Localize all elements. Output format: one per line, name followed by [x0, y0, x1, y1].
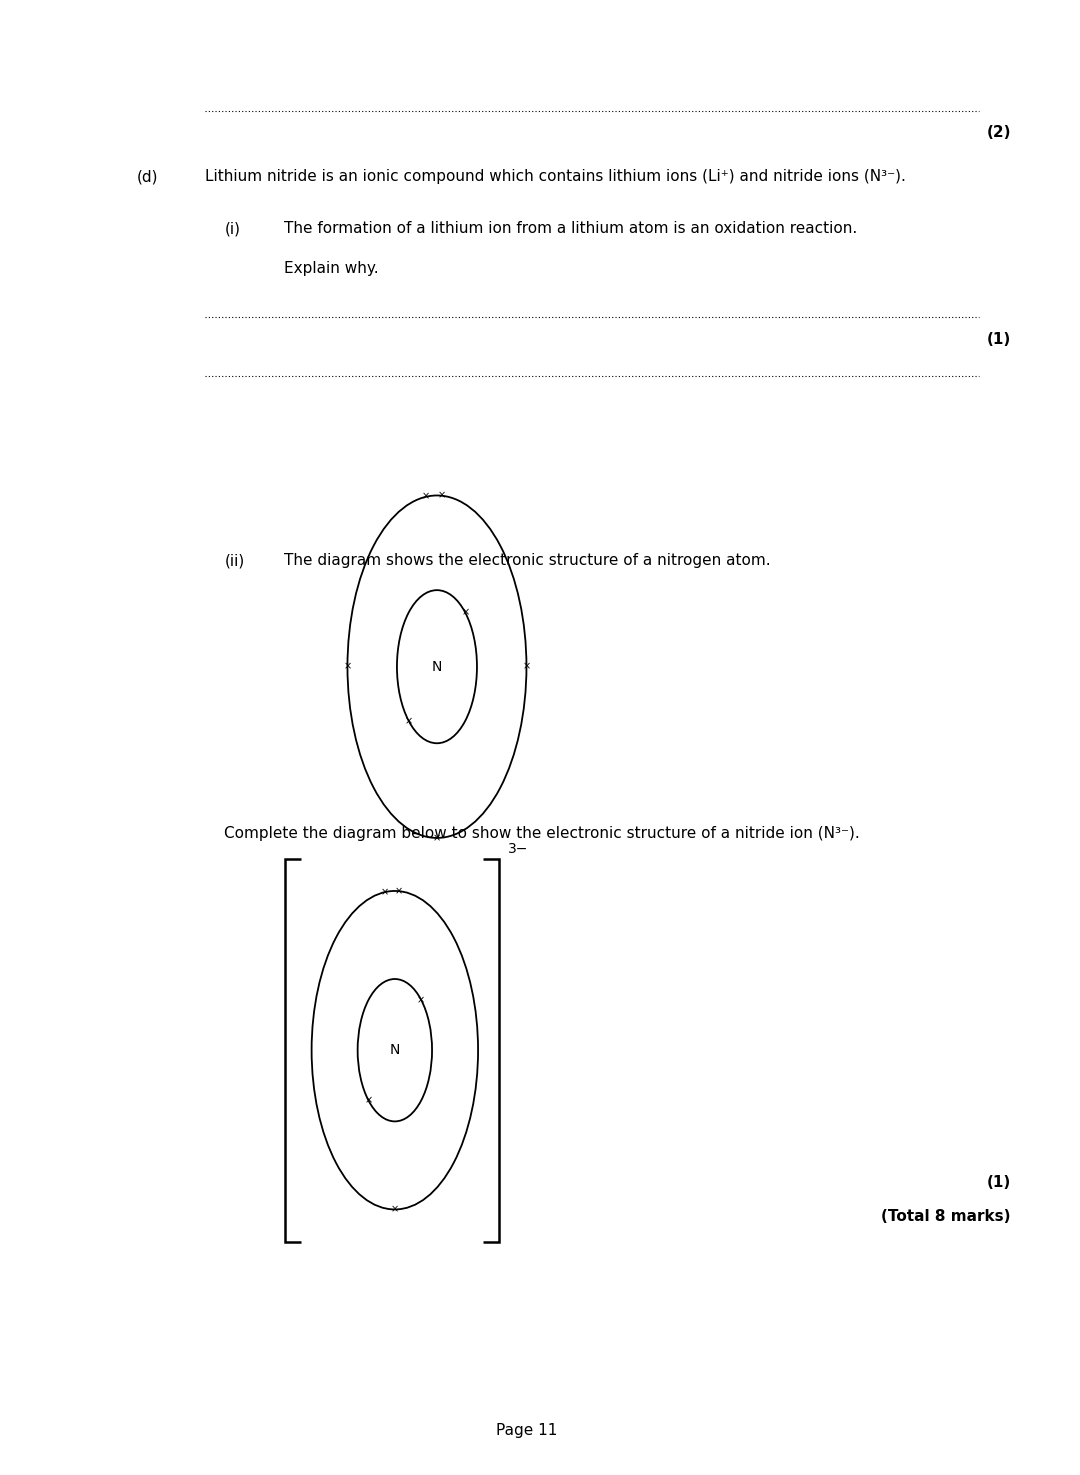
- Text: ×: ×: [343, 662, 351, 671]
- Text: Complete the diagram below to show the electronic structure of a nitride ion (N³: Complete the diagram below to show the e…: [225, 826, 860, 841]
- Text: 3−: 3−: [508, 842, 528, 855]
- Text: Lithium nitride is an ionic compound which contains lithium ions (Li⁺) and nitri: Lithium nitride is an ionic compound whi…: [205, 170, 906, 184]
- Text: ×: ×: [405, 715, 413, 726]
- Text: (1): (1): [986, 1176, 1011, 1190]
- Text: ×: ×: [391, 1205, 399, 1214]
- Text: The diagram shows the electronic structure of a nitrogen atom.: The diagram shows the electronic structu…: [284, 553, 771, 568]
- Text: ×: ×: [380, 886, 389, 897]
- Text: N: N: [432, 659, 442, 674]
- Text: ×: ×: [523, 662, 530, 671]
- Text: ×: ×: [433, 833, 441, 842]
- Text: (d): (d): [137, 170, 159, 184]
- Text: (ii): (ii): [225, 553, 244, 568]
- Text: ×: ×: [461, 608, 470, 618]
- Text: ×: ×: [364, 1096, 373, 1106]
- Text: N: N: [390, 1043, 400, 1058]
- Text: The formation of a lithium ion from a lithium atom is an oxidation reaction.: The formation of a lithium ion from a li…: [284, 221, 858, 236]
- Text: ×: ×: [395, 886, 403, 897]
- Text: (1): (1): [986, 332, 1011, 347]
- Text: ×: ×: [437, 491, 446, 500]
- Text: (Total 8 marks): (Total 8 marks): [881, 1210, 1011, 1224]
- Text: (2): (2): [986, 125, 1011, 140]
- Text: Explain why.: Explain why.: [284, 261, 379, 276]
- Text: ×: ×: [417, 994, 426, 1004]
- Text: (i): (i): [225, 221, 240, 236]
- Text: ×: ×: [422, 491, 430, 502]
- Text: Page 11: Page 11: [496, 1423, 557, 1438]
